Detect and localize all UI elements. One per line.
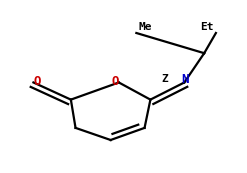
Text: Me: Me (139, 22, 152, 32)
Text: O: O (112, 75, 119, 88)
Text: N: N (182, 73, 189, 86)
Text: Et: Et (200, 22, 213, 32)
Text: Z: Z (161, 74, 168, 84)
Text: O: O (33, 75, 41, 88)
